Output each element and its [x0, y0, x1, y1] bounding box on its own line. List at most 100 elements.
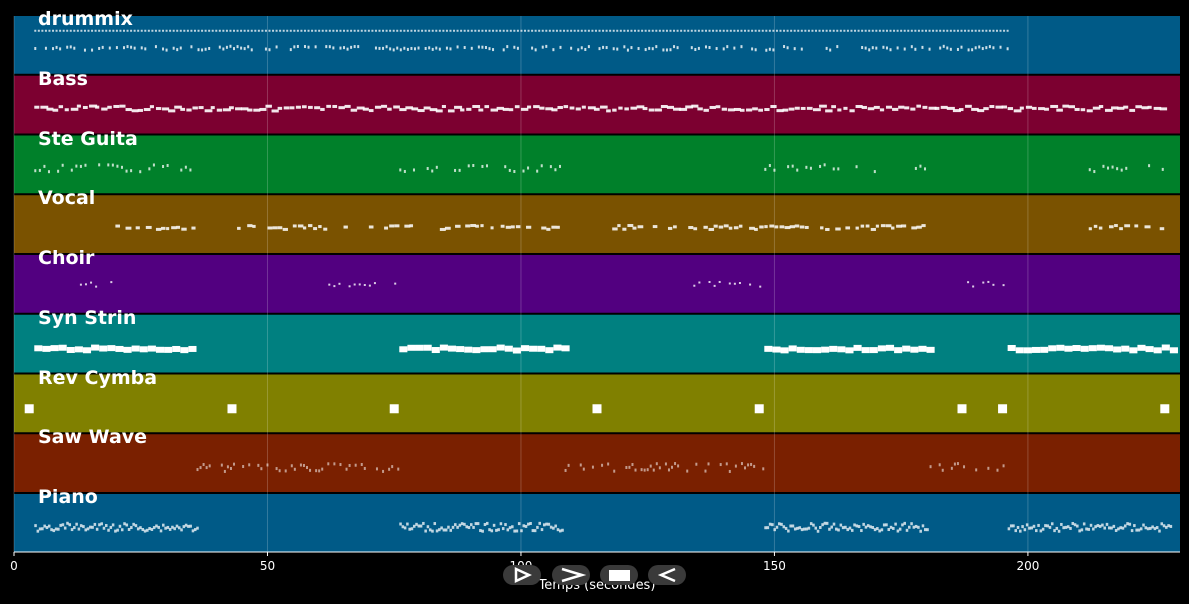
note [1062, 104, 1069, 108]
note [266, 463, 269, 467]
note [343, 225, 348, 229]
note [600, 105, 608, 109]
note [768, 522, 772, 526]
track-lane [14, 434, 1180, 492]
note [399, 108, 407, 112]
forward-button[interactable] [552, 565, 590, 585]
note [472, 104, 481, 108]
note [82, 525, 85, 529]
note [381, 104, 388, 108]
note [123, 522, 126, 526]
note [747, 29, 750, 32]
note [137, 29, 140, 32]
note [472, 347, 481, 354]
track-label: Piano [38, 486, 98, 508]
note [867, 107, 875, 111]
note [809, 522, 813, 526]
note [490, 529, 494, 533]
note [321, 29, 324, 32]
note [303, 29, 306, 32]
note [180, 528, 183, 532]
note [1088, 345, 1097, 352]
note [465, 525, 468, 529]
note [662, 29, 665, 32]
note [923, 167, 927, 171]
note [483, 523, 487, 527]
note [476, 522, 480, 526]
note [949, 47, 952, 51]
note [713, 284, 716, 287]
note [235, 107, 242, 111]
note [37, 29, 40, 32]
note [389, 404, 399, 414]
note [871, 46, 874, 50]
note [537, 345, 546, 352]
note [447, 109, 455, 113]
note [667, 468, 670, 472]
note [825, 109, 833, 113]
rewind-button[interactable] [648, 565, 686, 585]
note [676, 46, 679, 50]
note [490, 226, 494, 230]
note [1141, 106, 1149, 110]
note [546, 227, 551, 231]
note [484, 45, 487, 49]
note [911, 226, 917, 230]
note [708, 45, 711, 49]
note [426, 167, 429, 171]
stop-button[interactable] [600, 565, 638, 585]
note [637, 225, 644, 229]
note [823, 521, 827, 525]
track-lane [14, 314, 1180, 373]
note [55, 45, 58, 49]
note [439, 227, 446, 231]
note [296, 44, 299, 48]
note [928, 29, 931, 32]
note [426, 525, 430, 529]
note [601, 463, 604, 467]
note [252, 224, 256, 228]
note [971, 48, 974, 52]
note [133, 46, 136, 50]
note [66, 29, 69, 32]
note [782, 108, 789, 112]
note [749, 283, 752, 286]
note [105, 29, 108, 32]
note [739, 108, 745, 112]
note [605, 29, 608, 32]
note [704, 45, 707, 49]
note [1048, 525, 1052, 529]
x-tick-label: 0 [10, 559, 18, 573]
note [999, 45, 1002, 49]
note [314, 106, 321, 110]
note [903, 29, 906, 32]
play-button[interactable] [503, 565, 541, 585]
note [205, 466, 208, 470]
note [451, 525, 455, 529]
note [907, 29, 910, 32]
note [243, 29, 246, 32]
note [215, 29, 218, 32]
note [332, 46, 335, 50]
note [364, 29, 367, 32]
note [971, 29, 974, 32]
note [289, 29, 292, 32]
note [728, 226, 733, 230]
note [1007, 107, 1014, 111]
note [152, 526, 156, 530]
note [1098, 226, 1103, 230]
note [787, 165, 790, 169]
note [43, 524, 46, 528]
note [46, 107, 54, 111]
note [791, 524, 795, 528]
note [926, 346, 935, 353]
note [233, 462, 236, 466]
note [873, 528, 877, 532]
note [708, 280, 711, 283]
note [110, 281, 113, 284]
note [917, 525, 920, 529]
note [358, 283, 361, 286]
note [189, 168, 192, 172]
note [76, 104, 81, 108]
track-label: Saw Wave [38, 426, 148, 449]
